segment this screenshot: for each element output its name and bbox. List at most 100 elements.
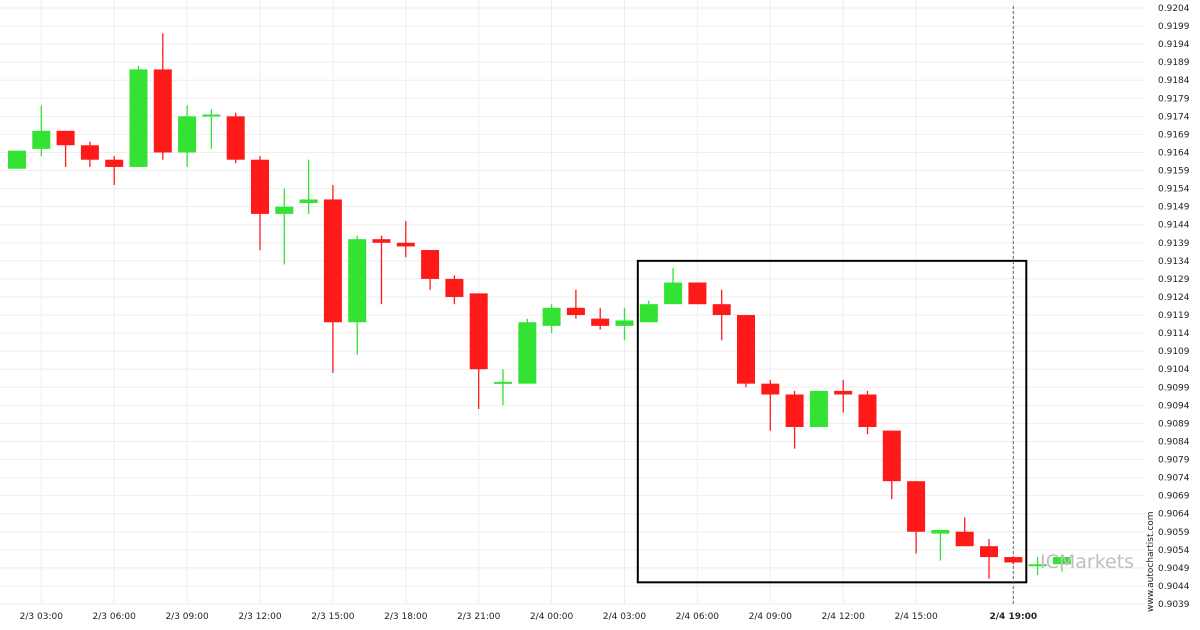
candle	[761, 380, 780, 431]
y-tick-label: 0.9109	[1158, 347, 1190, 357]
candle	[1028, 557, 1047, 576]
candle-body	[688, 282, 707, 305]
candle-body	[591, 318, 610, 326]
y-tick-label: 0.9184	[1158, 76, 1190, 86]
candle	[80, 141, 99, 167]
y-tick-label: 0.9179	[1158, 94, 1190, 104]
y-tick-label: 0.9039	[1158, 600, 1190, 610]
candle	[858, 390, 877, 435]
candle	[834, 380, 853, 413]
y-axis: 0.9204 0.9199 0.9194 0.9189 0.9184 0.9179 0.91…	[1158, 4, 1190, 610]
candle-body	[664, 282, 683, 305]
y-tick-label: 0.9049	[1158, 564, 1190, 574]
candle	[809, 390, 828, 428]
y-tick-label: 0.9134	[1158, 257, 1190, 267]
candle	[348, 235, 367, 355]
candle	[615, 307, 634, 341]
candle-body	[251, 159, 269, 214]
y-tick-label: 0.9144	[1158, 221, 1190, 231]
candle	[542, 304, 561, 334]
y-tick-label: 0.9174	[1158, 112, 1190, 122]
y-tick-label: 0.9164	[1158, 148, 1190, 158]
y-tick-label: 0.9054	[1158, 546, 1190, 556]
candle-body	[518, 322, 537, 384]
highlight-box-layer	[636, 259, 1028, 584]
candle-body	[8, 150, 26, 169]
candles-layer	[8, 33, 1071, 579]
candle	[202, 109, 221, 149]
y-tick-label: 0.9189	[1158, 58, 1190, 68]
candle	[153, 33, 172, 160]
side-watermark: www.autochartist.com	[1146, 511, 1156, 612]
candle-body	[494, 381, 512, 384]
candle	[494, 369, 512, 406]
candle	[785, 390, 804, 449]
candle	[396, 221, 415, 258]
candle	[664, 268, 683, 305]
candle	[518, 318, 537, 384]
candle-body	[761, 383, 780, 395]
x-tick-label: 2/4 12:00	[822, 612, 866, 622]
candle-body	[955, 531, 974, 547]
y-tick-label: 0.9114	[1158, 329, 1190, 339]
y-tick-label: 0.9064	[1158, 510, 1190, 520]
y-tick-label: 0.9154	[1158, 185, 1190, 195]
candle	[421, 250, 440, 290]
candle-body	[105, 159, 124, 167]
candle-body	[275, 206, 294, 214]
brand-logo: ICMarkets	[1040, 551, 1134, 573]
candle-body	[299, 199, 318, 204]
x-tick-label: 2/3 03:00	[20, 612, 64, 622]
candle	[882, 430, 901, 500]
x-tick-label: 2/3 18:00	[384, 612, 428, 622]
candle	[129, 65, 148, 167]
candle-body	[907, 481, 926, 532]
candle-body	[178, 116, 197, 153]
candle	[8, 150, 26, 169]
x-tick-label: 2/3 09:00	[165, 612, 209, 622]
candle-body	[712, 304, 731, 316]
candle-body	[809, 390, 828, 428]
candle-body	[858, 394, 877, 428]
candle	[299, 159, 318, 214]
x-tick-label: 2/4 00:00	[530, 612, 574, 622]
y-tick-label: 0.9074	[1158, 474, 1190, 484]
candle	[688, 282, 707, 305]
candle-body	[469, 293, 488, 370]
y-tick-label: 0.9204	[1158, 4, 1190, 14]
candle-body	[639, 304, 658, 323]
candle-body	[56, 130, 75, 146]
y-tick-label: 0.9099	[1158, 383, 1190, 393]
pattern-highlight-box	[636, 259, 1028, 584]
candle	[445, 275, 464, 305]
y-tick-label: 0.9149	[1158, 203, 1190, 213]
candle-body	[226, 116, 245, 160]
candle-body	[834, 390, 853, 395]
candle	[1052, 557, 1071, 572]
x-tick-label: 2/4 06:00	[676, 612, 720, 622]
grid-lines	[0, 0, 1145, 605]
candle	[469, 293, 488, 409]
candle	[980, 538, 998, 579]
candle	[56, 130, 75, 167]
y-tick-label: 0.9104	[1158, 365, 1190, 375]
candle	[907, 481, 926, 554]
candle-body	[153, 69, 172, 153]
candle-body	[348, 239, 367, 323]
candle-body	[542, 307, 561, 326]
candle	[712, 289, 731, 341]
candle-body	[980, 546, 998, 558]
candle	[178, 105, 197, 167]
candle	[639, 300, 658, 323]
candle-body	[202, 114, 221, 117]
y-tick-label: 0.9084	[1158, 437, 1190, 447]
y-tick-label: 0.9069	[1158, 492, 1190, 502]
candle-body	[1004, 557, 1023, 563]
candle	[372, 235, 391, 305]
y-tick-label: 0.9094	[1158, 401, 1190, 411]
y-tick-label: 0.9119	[1158, 311, 1190, 321]
candle	[566, 289, 585, 319]
candle-body	[80, 145, 99, 160]
candle-body	[1052, 557, 1071, 565]
y-tick-label: 0.9079	[1158, 456, 1190, 466]
